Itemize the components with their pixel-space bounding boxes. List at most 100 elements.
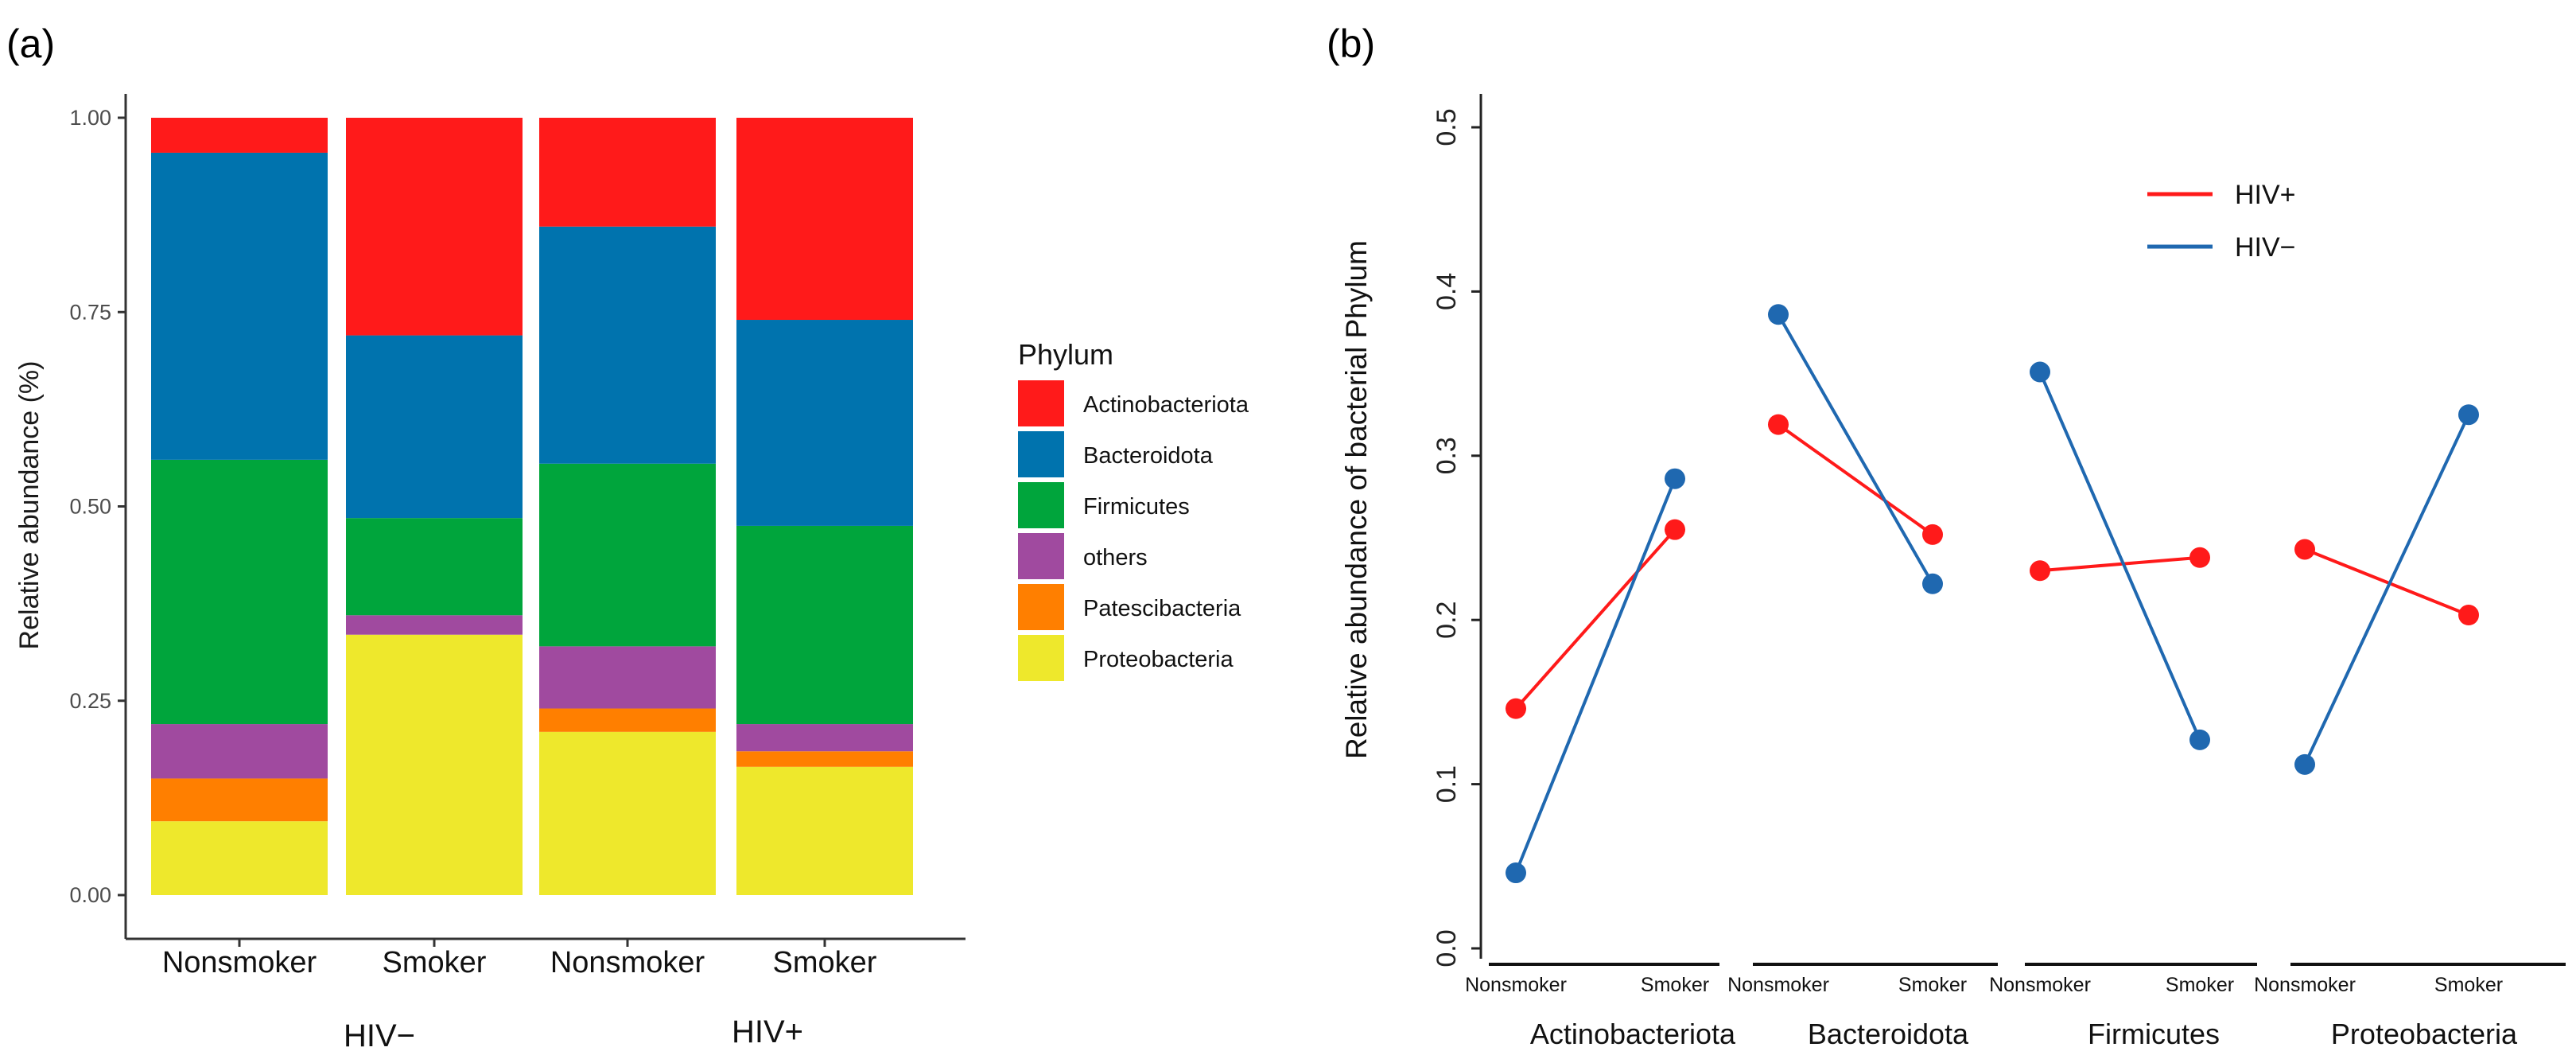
panel-b-y-tick-label: 0.0 [1432, 929, 1462, 967]
series-line-hivpos-bacteroidota [1777, 422, 1934, 536]
panel-a-group-label-hiv-pos: HIV+ [732, 1014, 803, 1049]
panel-a-y-tick-label: 0.25 [69, 689, 111, 713]
panel-a-legend-title: Phylum [1018, 338, 1113, 371]
panel-a-y-tick-label: 0.75 [69, 300, 111, 324]
legend-swatch-patescibacteria [1018, 584, 1064, 630]
legend-label-actinobacteriota: Actinobacteriota [1083, 392, 1249, 418]
panel-a-plot-area: 0.00 0.25 0.50 0.75 1.00 Nonsmoker Smoker Nonsm… [69, 106, 913, 979]
legend-swatch-actinobacteriota [1018, 380, 1064, 426]
facet-label-actinobacteriota: Actinobacteriota [1530, 1018, 1736, 1050]
point-hivpos-bacteroidota-smoker [1922, 524, 1943, 545]
panel-b-line-chart: (b) Relative abundance of bacterial Phyl… [1327, 21, 2566, 1050]
point-hivneg-firmicutes-smoker [2189, 729, 2210, 750]
bar-segment-firmicutes-4 [736, 525, 913, 725]
facet-firmicutes: Nonsmoker Smoker Firmicutes [1989, 361, 2257, 1050]
bar-segment-bacteroidota-4 [736, 320, 913, 526]
point-hivneg-firmicutes-nonsmoker [2030, 361, 2050, 383]
series-line-hivneg-actinobacteriota [1514, 477, 1677, 874]
bar-segment-others-1 [151, 724, 328, 779]
legend-label-hivpos: HIV+ [2235, 180, 2296, 210]
legend-label-firmicutes: Firmicutes [1083, 494, 1190, 520]
bar-segment-others-4 [736, 724, 913, 752]
series-line-hivpos-actinobacteriota [1514, 528, 1677, 710]
facet-label-bacteroidota: Bacteroidota [1808, 1018, 1969, 1050]
legend-label-others: others [1083, 545, 1148, 570]
bar-segment-proteobacteria-4 [736, 766, 913, 895]
panel-a-x-tick-label: Nonsmoker [162, 946, 317, 979]
series-line-hivneg-firmicutes [2038, 371, 2201, 741]
legend-swatch-bacteroidota [1018, 431, 1064, 477]
series-line-hivpos-firmicutes [2039, 555, 2201, 573]
legend-label-patescibacteria: Patescibacteria [1083, 596, 1241, 621]
bar-segment-bacteroidota-3 [539, 226, 716, 464]
series-line-hivneg-bacteroidota [1777, 313, 1934, 585]
legend-swatch-others [1018, 533, 1064, 579]
bar-segment-bacteroidota-1 [151, 152, 328, 460]
point-hivneg-actinobacteriota-smoker [1665, 468, 1685, 489]
bar-segment-bacteroidota-2 [346, 335, 523, 519]
bar-segment-firmicutes-1 [151, 459, 328, 725]
point-hivneg-bacteroidota-smoker [1922, 573, 1943, 594]
bar-segment-proteobacteria-2 [346, 634, 523, 895]
facet-x-tick-label: Smoker [1898, 974, 1967, 996]
point-hivpos-firmicutes-smoker [2189, 547, 2210, 568]
bar-segment-proteobacteria-3 [539, 731, 716, 895]
point-hivneg-actinobacteriota-nonsmoker [1506, 862, 1526, 884]
facet-bacteroidota: Nonsmoker Smoker Bacteroidota [1727, 304, 1998, 1050]
facet-x-tick-label: Smoker [1641, 974, 1709, 996]
panel-a-stacked-bar-chart: (a) 0.00 0.25 0.50 0.75 1.00 Nonsmoker Smoker N… [6, 21, 1249, 1053]
series-line-hivneg-proteobacteria [2303, 414, 2470, 765]
panel-b-y-tick-label: 0.5 [1432, 108, 1462, 146]
point-hivpos-firmicutes-nonsmoker [2030, 560, 2050, 582]
bar-segment-actinobacteriota-1 [151, 118, 328, 153]
facet-x-tick-label: Nonsmoker [1465, 974, 1567, 996]
legend-swatch-firmicutes [1018, 482, 1064, 528]
panel-a-x-tick-label: Nonsmoker [550, 946, 705, 979]
panel-a-group-label-hiv-neg: HIV− [344, 1018, 415, 1053]
bar-segment-actinobacteriota-3 [539, 118, 716, 227]
panel-a-legend: Phylum Actinobacteriota Bacteroidota Firmi… [1018, 338, 1249, 681]
bar-segment-proteobacteria-1 [151, 821, 328, 895]
facet-label-proteobacteria: Proteobacteria [2331, 1018, 2518, 1050]
panel-b-plot-area: 0.0 0.1 0.2 0.3 0.4 0.5 Nonsmoker Smoker Actinob… [1432, 108, 2566, 1050]
point-hivpos-proteobacteria-smoker [2458, 605, 2479, 626]
panel-b-legend: HIV+ HIV− [2147, 180, 2296, 263]
bar-segment-actinobacteriota-2 [346, 118, 523, 336]
panel-a-y-tick-label: 0.50 [69, 495, 111, 519]
bar-segment-patescibacteria-3 [539, 708, 716, 732]
legend-label-proteobacteria: Proteobacteria [1083, 647, 1234, 672]
bar-segment-others-3 [539, 646, 716, 709]
bar-segment-patescibacteria-4 [736, 751, 913, 767]
series-line-hivpos-proteobacteria [2304, 547, 2469, 617]
bar-segment-patescibacteria-1 [151, 778, 328, 822]
facet-x-tick-label: Smoker [2166, 974, 2234, 996]
panel-a-y-axis-title: Relative abundance (%) [14, 361, 45, 650]
bar-segment-firmicutes-3 [539, 463, 716, 647]
facet-x-tick-label: Nonsmoker [2254, 974, 2356, 996]
facet-proteobacteria: Nonsmoker Smoker Proteobacteria [2254, 404, 2566, 1050]
facet-x-tick-label: Smoker [2434, 974, 2503, 996]
panel-b-y-tick-label: 0.4 [1432, 273, 1462, 310]
point-hivneg-proteobacteria-nonsmoker [2294, 753, 2315, 775]
point-hivpos-actinobacteriota-nonsmoker [1506, 698, 1526, 719]
panel-a-tag: (a) [6, 21, 55, 66]
panel-a-y-tick-label: 1.00 [69, 106, 111, 130]
panel-b-y-axis-title: Relative abundance of bacterial Phylum [1340, 240, 1373, 759]
legend-label-bacteroidota: Bacteroidota [1083, 443, 1214, 469]
legend-label-hivneg: HIV− [2235, 232, 2296, 263]
point-hivpos-actinobacteriota-smoker [1665, 519, 1685, 540]
point-hivpos-bacteroidota-nonsmoker [1768, 414, 1789, 435]
panel-b-tag: (b) [1327, 21, 1375, 66]
facet-x-tick-label: Nonsmoker [1727, 974, 1829, 996]
point-hivneg-proteobacteria-smoker [2458, 404, 2479, 426]
bar-segment-firmicutes-2 [346, 518, 523, 616]
facet-actinobacteriota: Nonsmoker Smoker Actinobacteriota [1465, 468, 1736, 1050]
panel-b-y-tick-label: 0.3 [1432, 437, 1462, 474]
facet-x-tick-label: Nonsmoker [1989, 974, 2091, 996]
point-hivpos-proteobacteria-nonsmoker [2294, 539, 2315, 560]
bar-segment-others-2 [346, 615, 523, 635]
panel-a-x-tick-label: Smoker [383, 946, 487, 979]
panel-b-y-tick-label: 0.1 [1432, 765, 1462, 803]
bar-segment-actinobacteriota-4 [736, 118, 913, 321]
